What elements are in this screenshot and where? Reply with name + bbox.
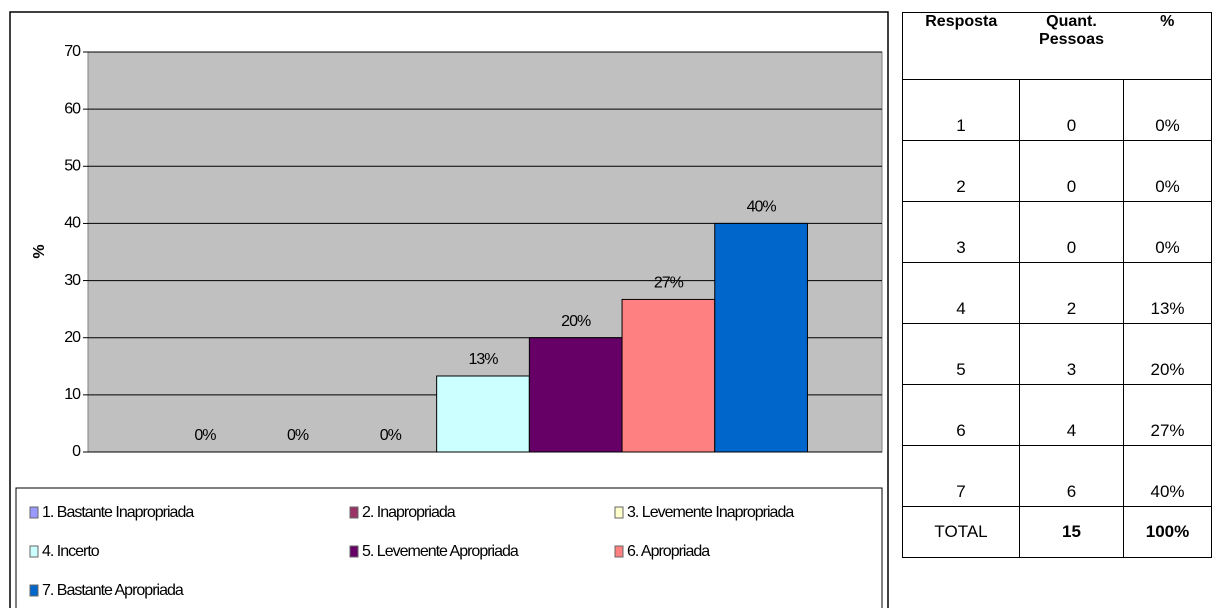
- cell: 0: [1019, 79, 1124, 141]
- legend-swatch: [29, 584, 39, 597]
- legend-label: 6. Apropriada: [627, 543, 710, 560]
- legend-label: 4. Incerto: [42, 543, 100, 560]
- y-tick-label: 60: [64, 100, 81, 117]
- legend-label: 2. Inapropriada: [362, 504, 456, 521]
- cell: 0%: [1123, 140, 1212, 202]
- cell: 15: [1019, 506, 1124, 558]
- cell: 0%: [1123, 79, 1212, 141]
- cell: 4: [902, 262, 1020, 324]
- y-tick-label: 30: [64, 272, 81, 289]
- legend-label: 5. Levemente Apropriada: [362, 543, 519, 560]
- legend-swatch: [349, 506, 359, 519]
- y-tick-label: 70: [64, 43, 81, 60]
- data-label: 27%: [654, 275, 684, 292]
- y-tick-label: 10: [64, 386, 81, 403]
- data-label: 13%: [468, 351, 498, 368]
- total-row: TOTAL 15 100%: [902, 506, 1212, 558]
- cell: 7: [902, 445, 1020, 507]
- y-axis-label: %: [31, 245, 48, 259]
- cell: TOTAL: [902, 506, 1020, 558]
- bar: [436, 375, 530, 453]
- chart: % 0 10 20 30 40 50 60 70 0% 0% 0% 13% 20% 27% 40% 1. Ba…: [9, 11, 889, 608]
- cell: 0: [1019, 201, 1124, 263]
- table-row: 3 0 0%: [902, 201, 1212, 263]
- bar: [714, 222, 808, 453]
- table-row: 6 4 27%: [902, 384, 1212, 446]
- cell: 100%: [1123, 506, 1212, 558]
- header-row: Resposta Quant. Pessoas %: [902, 12, 1212, 80]
- cell: 20%: [1123, 323, 1212, 385]
- legend-label: 1. Bastante Inapropriada: [42, 504, 194, 521]
- table-row: 1 0 0%: [902, 79, 1212, 141]
- cell: 1: [902, 79, 1020, 141]
- cell: 0%: [1123, 201, 1212, 263]
- cell: 6: [902, 384, 1020, 446]
- bar: [621, 298, 716, 453]
- legend-swatch: [29, 506, 39, 519]
- cell: 2: [902, 140, 1020, 202]
- table: Resposta Quant. Pessoas % 1 0 0% 2 0 0% 3 0 0% 4 2…: [902, 12, 1212, 558]
- cell: 3: [1019, 323, 1124, 385]
- cell: 4: [1019, 384, 1124, 446]
- table-row: 4 2 13%: [902, 262, 1212, 324]
- cell: 40%: [1123, 445, 1212, 507]
- legend-swatch: [614, 545, 624, 558]
- table-row: 2 0 0%: [902, 140, 1212, 202]
- cell: 3: [902, 201, 1020, 263]
- data-label: 20%: [561, 313, 591, 330]
- bar: [528, 337, 623, 453]
- legend-label: 3. Levemente Inapropriada: [627, 504, 794, 521]
- cell: 0: [1019, 140, 1124, 202]
- cell: 5: [902, 323, 1020, 385]
- legend-swatch: [614, 506, 624, 519]
- data-label: 40%: [747, 199, 777, 216]
- data-label: 0%: [287, 427, 309, 444]
- legend-frame: [15, 487, 883, 608]
- cell: 13%: [1123, 262, 1212, 324]
- table-row: 5 3 20%: [902, 323, 1212, 385]
- y-tick-label: 20: [64, 329, 81, 346]
- y-tick-label: 50: [64, 158, 81, 175]
- header-cell: %: [1123, 12, 1212, 80]
- table-row: 7 6 40%: [902, 445, 1212, 507]
- cell: 6: [1019, 445, 1124, 507]
- cell: 27%: [1123, 384, 1212, 446]
- legend-swatch: [349, 545, 359, 558]
- legend-swatch: [29, 545, 39, 558]
- y-tick-label: 0: [72, 443, 81, 460]
- data-label: 0%: [194, 427, 216, 444]
- cell: 2: [1019, 262, 1124, 324]
- header-cell: Resposta: [902, 12, 1020, 80]
- y-tick-label: 40: [64, 215, 81, 232]
- legend-label: 7. Bastante Apropriada: [42, 582, 184, 599]
- header-cell: Quant. Pessoas: [1019, 12, 1124, 80]
- data-label: 0%: [380, 427, 402, 444]
